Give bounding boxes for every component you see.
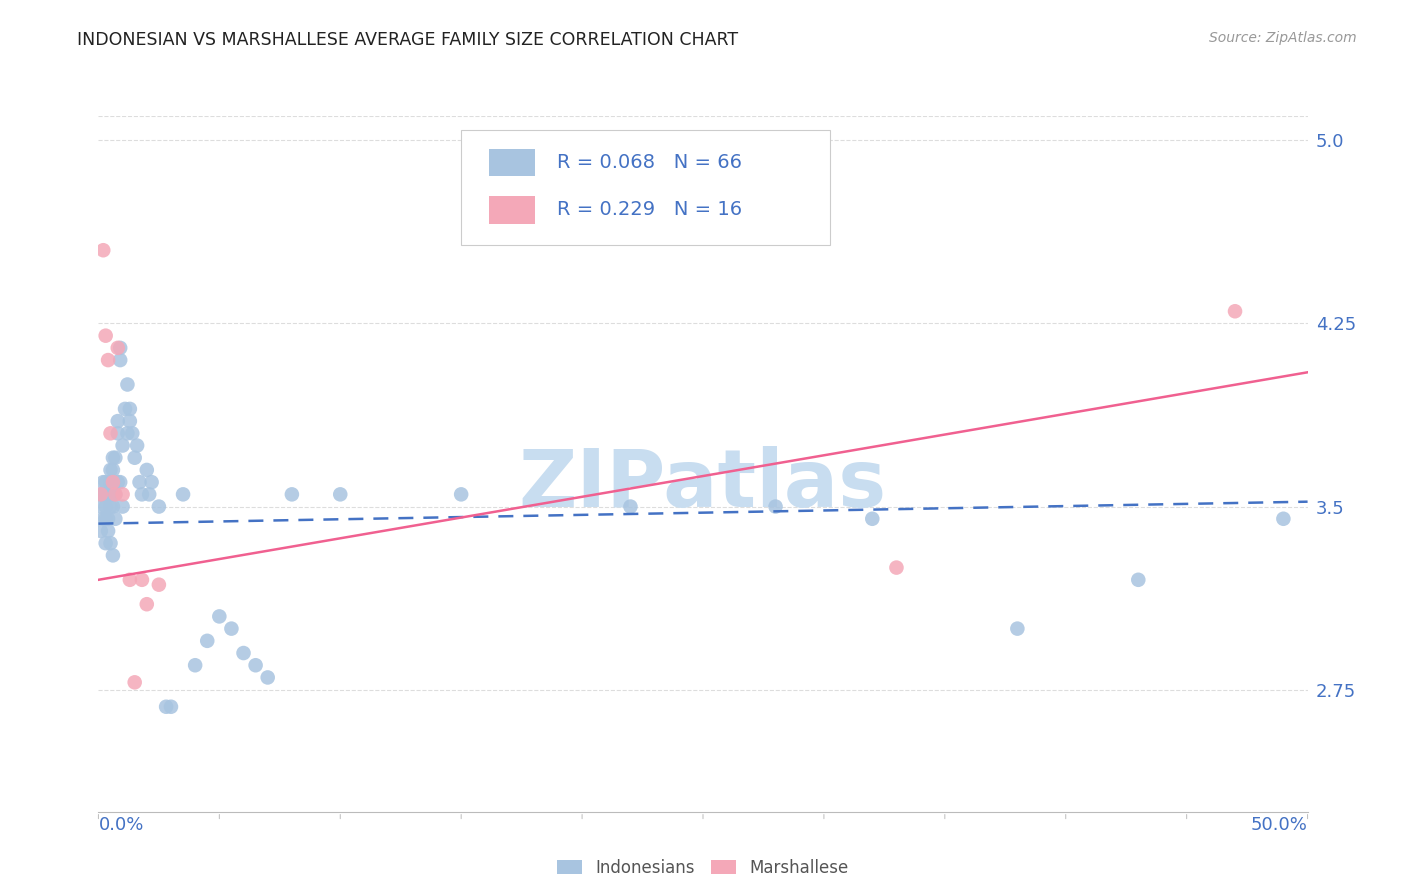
Point bbox=[117, 377, 139, 392]
Point bbox=[97, 487, 120, 501]
Point bbox=[172, 487, 194, 501]
Point bbox=[90, 524, 112, 538]
Point bbox=[101, 500, 124, 514]
Point bbox=[148, 577, 170, 591]
Text: INDONESIAN VS MARSHALLESE AVERAGE FAMILY SIZE CORRELATION CHART: INDONESIAN VS MARSHALLESE AVERAGE FAMILY… bbox=[77, 31, 738, 49]
Point bbox=[101, 487, 124, 501]
Point bbox=[101, 549, 124, 563]
Point bbox=[128, 475, 150, 490]
Point bbox=[90, 487, 112, 501]
Point bbox=[131, 573, 153, 587]
Text: Source: ZipAtlas.com: Source: ZipAtlas.com bbox=[1209, 31, 1357, 45]
Point bbox=[101, 475, 124, 490]
Point bbox=[108, 353, 131, 368]
Point bbox=[619, 500, 641, 514]
Point bbox=[94, 536, 117, 550]
Text: 50.0%: 50.0% bbox=[1251, 816, 1308, 834]
Point bbox=[107, 426, 129, 441]
Point bbox=[100, 426, 122, 441]
Point bbox=[124, 450, 146, 465]
Legend: Indonesians, Marshallese: Indonesians, Marshallese bbox=[550, 852, 856, 883]
Point bbox=[221, 622, 243, 636]
Point bbox=[138, 487, 160, 501]
Point bbox=[101, 450, 124, 465]
Point bbox=[208, 609, 231, 624]
Point bbox=[97, 512, 120, 526]
Point bbox=[195, 633, 218, 648]
Point bbox=[118, 401, 141, 416]
Point bbox=[114, 401, 136, 416]
Point bbox=[1128, 573, 1150, 587]
Point bbox=[97, 524, 120, 538]
Text: R = 0.068   N = 66: R = 0.068 N = 66 bbox=[557, 153, 742, 172]
Point bbox=[91, 512, 114, 526]
Point bbox=[108, 475, 131, 490]
Point bbox=[107, 414, 129, 428]
FancyBboxPatch shape bbox=[461, 130, 830, 244]
Point bbox=[90, 487, 112, 501]
Point bbox=[91, 487, 114, 501]
Point bbox=[91, 244, 114, 258]
Point bbox=[104, 512, 127, 526]
Point bbox=[111, 487, 134, 501]
Point bbox=[450, 487, 472, 501]
Point bbox=[100, 536, 122, 550]
Point bbox=[141, 475, 163, 490]
Point bbox=[245, 658, 267, 673]
Point bbox=[184, 658, 207, 673]
Point bbox=[104, 487, 127, 501]
Point bbox=[107, 341, 129, 355]
Point bbox=[111, 438, 134, 452]
Text: 0.0%: 0.0% bbox=[98, 816, 143, 834]
Point bbox=[104, 450, 127, 465]
Point bbox=[135, 463, 157, 477]
Point bbox=[131, 487, 153, 501]
Point bbox=[1272, 512, 1295, 526]
Text: ZIPatlas: ZIPatlas bbox=[519, 446, 887, 524]
Point bbox=[94, 500, 117, 514]
Point bbox=[127, 438, 149, 452]
Point bbox=[860, 512, 883, 526]
Point bbox=[100, 500, 122, 514]
Point bbox=[94, 475, 117, 490]
Point bbox=[135, 597, 157, 611]
Point bbox=[232, 646, 254, 660]
Point bbox=[94, 328, 117, 343]
Point bbox=[329, 487, 352, 501]
Bar bbox=[489, 149, 534, 177]
Point bbox=[281, 487, 304, 501]
Point bbox=[121, 426, 143, 441]
Point bbox=[90, 500, 112, 514]
Bar bbox=[489, 196, 534, 224]
Point bbox=[108, 341, 131, 355]
Point bbox=[124, 675, 146, 690]
Point bbox=[107, 475, 129, 490]
Point bbox=[155, 699, 177, 714]
Point bbox=[91, 475, 114, 490]
Point bbox=[886, 560, 908, 574]
Point bbox=[100, 475, 122, 490]
Point bbox=[100, 463, 122, 477]
Point bbox=[118, 573, 141, 587]
Point bbox=[1007, 622, 1029, 636]
Point bbox=[118, 414, 141, 428]
Point bbox=[101, 463, 124, 477]
Point bbox=[160, 699, 183, 714]
Point bbox=[94, 512, 117, 526]
Point bbox=[104, 487, 127, 501]
Point bbox=[765, 500, 787, 514]
Point bbox=[256, 670, 278, 684]
Point bbox=[111, 500, 134, 514]
Point bbox=[1223, 304, 1246, 318]
Point bbox=[117, 426, 139, 441]
Point bbox=[97, 353, 120, 368]
Point bbox=[148, 500, 170, 514]
Text: R = 0.229   N = 16: R = 0.229 N = 16 bbox=[557, 201, 742, 219]
